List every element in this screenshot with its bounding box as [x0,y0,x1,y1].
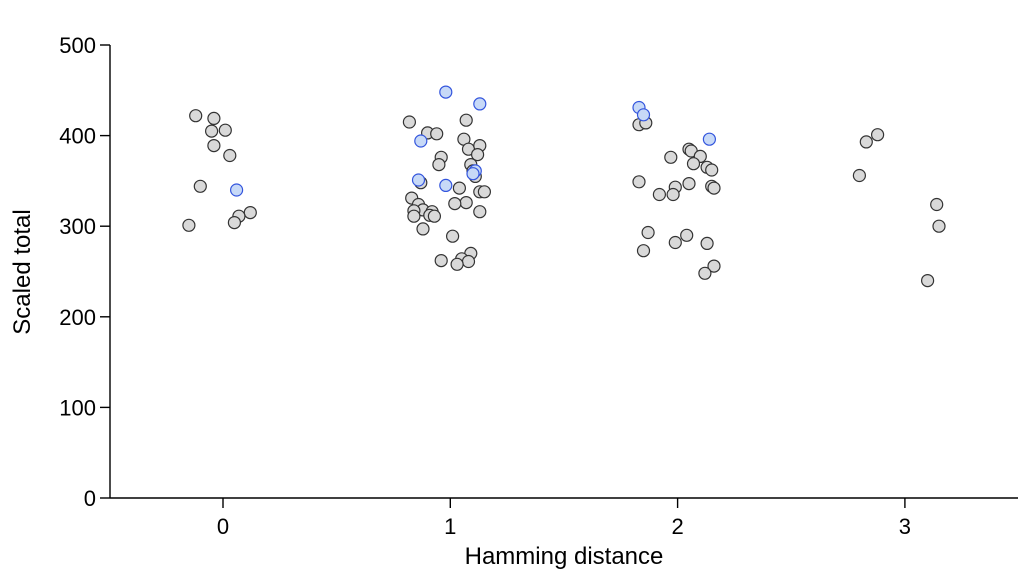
data-point-blue [439,178,453,192]
data-point-gray [223,148,237,163]
data-point-gray [632,175,646,189]
data-point-gray [402,115,416,129]
data-point-gray [707,259,721,273]
data-point-gray [870,128,885,142]
data-point-gray [473,205,487,219]
data-point-gray [434,254,448,268]
x-tick-label: 1 [444,514,456,539]
x-tick-label: 3 [899,514,911,539]
data-point-gray [448,197,462,211]
data-point-gray [459,113,473,127]
data-point-gray [930,197,944,212]
data-point-blue [636,108,651,122]
data-point-gray [427,209,441,223]
y-tick-label: 100 [59,395,96,420]
x-tick-label: 2 [671,514,683,539]
data-point-gray [459,196,473,210]
y-tick-label: 0 [84,486,96,511]
data-point-gray [920,274,935,288]
data-point-gray [686,157,701,171]
data-point-gray [205,124,219,138]
y-tick-label: 500 [59,33,96,58]
data-point-gray [452,181,466,195]
data-point-gray [680,228,694,242]
data-point-gray [705,163,719,177]
data-point-blue [439,85,453,99]
y-axis-title: Scaled total [9,209,36,334]
x-axis-title: Hamming distance [465,543,664,570]
y-axis: 0 100 200 300 400 500 [59,33,111,511]
data-point-gray [668,235,682,250]
data-point-gray [243,206,257,220]
data-point-gray [666,187,680,202]
x-axis: 0 1 2 3 [110,497,1018,539]
data-point-gray [207,139,221,153]
x-tick-label: 0 [217,514,229,539]
data-point-gray [218,123,232,137]
data-point-gray [932,219,946,233]
data-point-gray [416,222,430,236]
data-point-gray [641,225,655,240]
data-point-blue [473,97,487,111]
data-point-gray [407,209,421,223]
data-point-gray [652,187,667,202]
y-tick-label: 200 [59,305,96,330]
data-point-gray [450,257,464,271]
data-point-blue [230,183,244,197]
data-point-gray [477,185,491,199]
data-points [182,85,946,288]
data-point-gray [698,266,712,280]
data-point-gray [182,218,196,232]
data-point-blue [414,134,428,148]
data-point-gray [207,111,221,126]
data-point-gray [227,216,241,230]
data-point-gray [461,254,476,269]
data-point-gray [193,179,207,193]
data-point-gray [636,244,651,258]
data-point-gray [471,148,485,162]
data-point-gray [189,109,203,123]
data-point-gray [859,135,873,149]
data-point-blue [466,167,480,181]
data-point-gray [446,229,460,243]
data-point-gray [664,150,678,164]
data-point-blue [702,132,717,146]
y-tick-label: 300 [59,214,96,239]
y-tick-label: 400 [59,124,96,149]
data-point-gray [700,236,714,250]
data-point-gray [852,168,867,183]
data-point-gray [682,177,696,191]
data-point-gray [430,127,444,141]
data-point-gray [707,181,721,195]
data-point-blue [411,173,426,187]
data-point-gray [432,158,446,172]
